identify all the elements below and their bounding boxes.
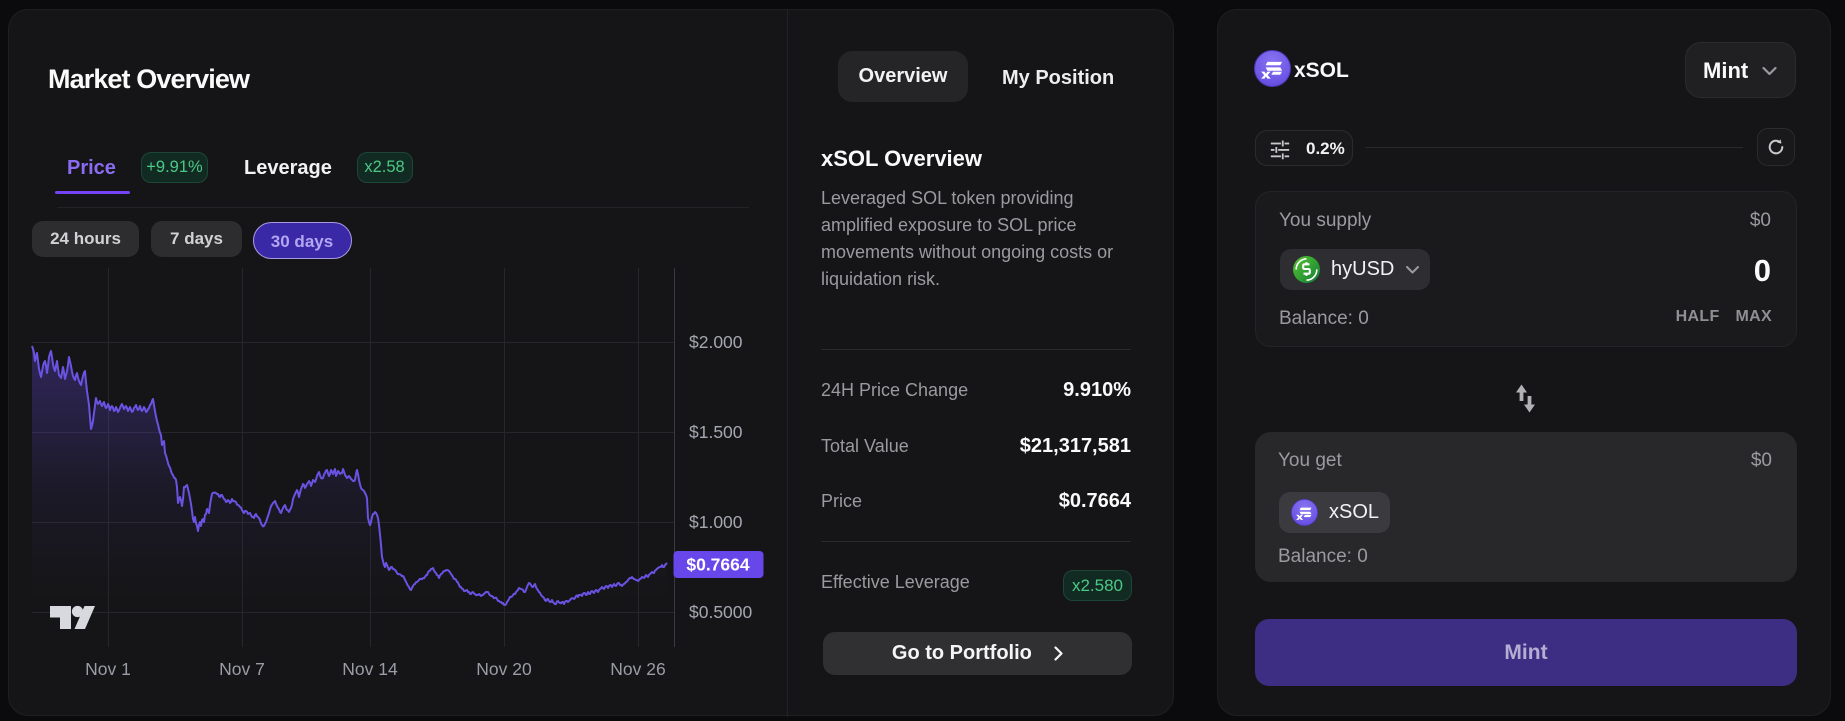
svg-text:Nov 14: Nov 14 (342, 659, 398, 679)
svg-text:Nov 1: Nov 1 (85, 659, 131, 679)
svg-text:$1.500: $1.500 (689, 422, 743, 442)
svg-text:$0.7664: $0.7664 (686, 555, 750, 575)
svg-text:$1.000: $1.000 (689, 512, 743, 532)
svg-text:Nov 20: Nov 20 (476, 659, 532, 679)
svg-text:Nov 26: Nov 26 (610, 659, 665, 679)
svg-text:Nov 7: Nov 7 (219, 659, 265, 679)
svg-text:$2.000: $2.000 (689, 332, 743, 352)
svg-text:$0.5000: $0.5000 (689, 602, 753, 622)
